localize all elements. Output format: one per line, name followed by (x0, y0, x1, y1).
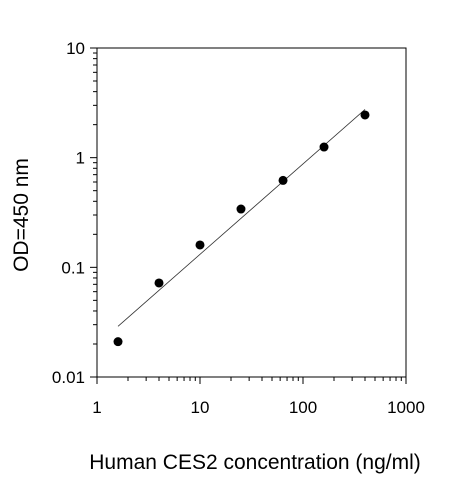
data-point (113, 337, 123, 347)
data-point (195, 240, 205, 250)
data-points (113, 110, 370, 347)
plot-frame (96, 47, 407, 378)
x-tick-label: 100 (289, 398, 317, 417)
y-axis-ticks: 0.01 0.1 1 10 (52, 39, 97, 387)
y-tick-label: 1 (76, 149, 85, 168)
x-axis-title: Human CES2 concentration (ng/ml) (89, 451, 420, 474)
x-axis-ticks: 1 10 100 1000 (92, 377, 425, 417)
data-point (236, 204, 246, 214)
fit-line-group (117, 109, 366, 327)
plot-border (96, 47, 407, 378)
data-point (278, 175, 288, 185)
x-tick-label: 1000 (387, 398, 425, 417)
y-tick-label: 10 (66, 39, 85, 58)
x-tick-label: 10 (191, 398, 210, 417)
data-point (319, 142, 329, 152)
fit-line (117, 109, 366, 327)
data-point (154, 278, 164, 288)
data-point (360, 110, 370, 120)
x-tick-label: 1 (92, 398, 101, 417)
y-axis-title: OD=450 nm (10, 158, 33, 272)
y-tick-label: 0.01 (52, 368, 85, 387)
y-tick-label: 0.1 (61, 258, 85, 277)
